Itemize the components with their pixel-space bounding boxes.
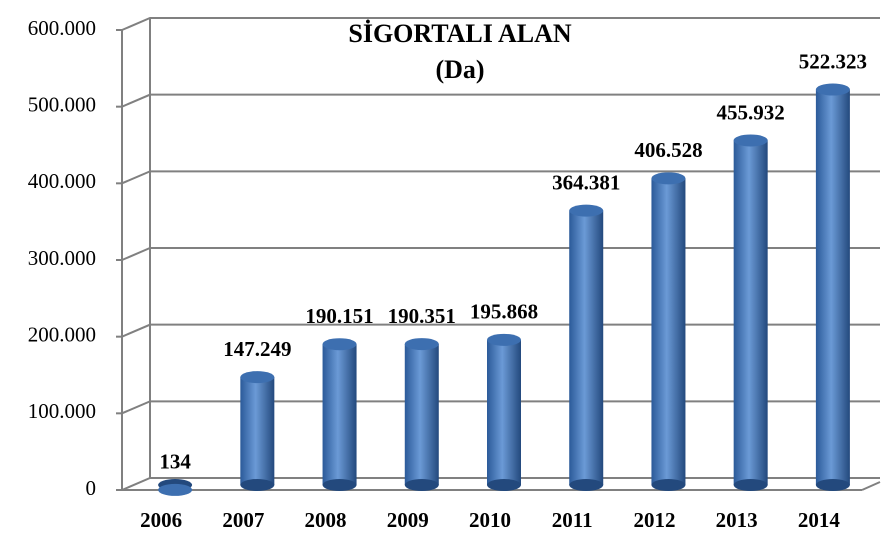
bar (404, 344, 439, 485)
grid-line (121, 170, 880, 185)
bar (733, 140, 768, 485)
grid-line (121, 477, 880, 491)
bar (322, 344, 357, 485)
value-label: 147.249 (223, 337, 291, 361)
x-tick-label: 2012 (633, 508, 675, 532)
grid-line (121, 400, 880, 415)
axis-line (861, 481, 881, 491)
x-tick-label: 2008 (305, 508, 347, 532)
value-label: 190.151 (305, 304, 373, 328)
bar-top (569, 204, 604, 217)
bar-top (487, 333, 521, 346)
grid-line (121, 247, 880, 261)
bar-top (158, 483, 193, 496)
bar (487, 339, 521, 485)
y-tick-label: 500.000 (28, 92, 96, 116)
grid-line (121, 17, 880, 31)
bar-top (651, 172, 686, 185)
y-tick-label: 200.000 (28, 322, 96, 346)
value-label: 364.381 (552, 170, 620, 194)
bar (815, 89, 850, 485)
x-tick-label: 2007 (222, 508, 264, 532)
y-tick-label: 600.000 (28, 16, 96, 40)
y-tick-label: 0 (86, 476, 97, 500)
bar-base (815, 479, 850, 491)
bar-base (404, 479, 439, 491)
bar (240, 377, 275, 485)
bar-top (733, 134, 768, 147)
bar-top (240, 371, 275, 384)
value-label: 522.323 (799, 49, 867, 73)
x-tick-label: 2013 (716, 508, 758, 532)
bar-base (569, 479, 604, 491)
chart-subtitle: (Da) (435, 55, 484, 84)
x-tick-label: 2010 (469, 508, 511, 532)
value-label: 190.351 (388, 304, 456, 328)
y-tick-label: 300.000 (28, 246, 96, 270)
bar-top (322, 338, 357, 351)
bar-base (240, 479, 275, 491)
bar-top (815, 83, 850, 96)
y-tick-label: 400.000 (28, 169, 96, 193)
y-tick-label: 100.000 (28, 399, 96, 423)
bar-top (404, 338, 439, 351)
value-label: 195.868 (470, 300, 538, 324)
grid-line (121, 323, 880, 338)
x-tick-label: 2006 (140, 508, 182, 532)
bar-base (733, 479, 768, 491)
bar-base (487, 479, 521, 491)
bar (651, 178, 686, 485)
value-label: 406.528 (634, 138, 702, 162)
bar-base (322, 479, 357, 491)
grid-line (121, 93, 880, 108)
chart-title: SİGORTALI ALAN (348, 19, 571, 48)
value-label: 455.932 (717, 100, 785, 124)
x-tick-label: 2009 (387, 508, 429, 532)
bar-base (651, 479, 686, 491)
bar (569, 210, 604, 485)
value-label: 134 (159, 450, 191, 474)
x-tick-label: 2014 (798, 508, 841, 532)
x-tick-label: 2011 (552, 508, 593, 532)
